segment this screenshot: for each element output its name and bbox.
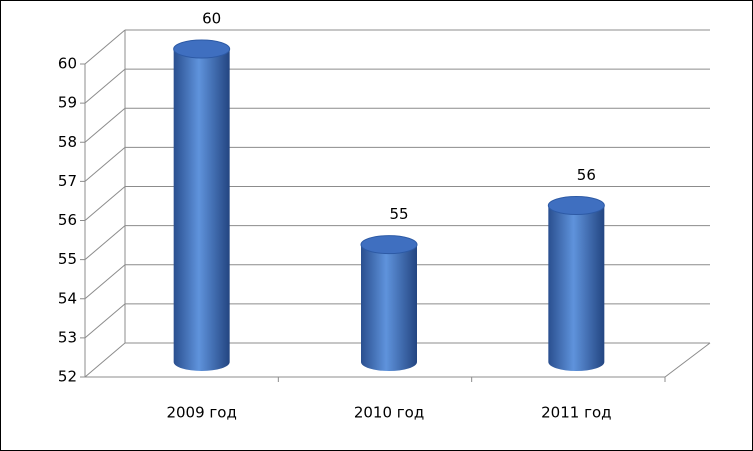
y-tick-label: 60 xyxy=(58,55,77,73)
bar xyxy=(547,196,605,371)
bar-body xyxy=(548,205,605,371)
data-label: 56 xyxy=(577,166,596,184)
bar-body xyxy=(361,244,417,371)
data-label: 60 xyxy=(202,10,221,28)
y-tick-label: 57 xyxy=(58,172,77,190)
grid-line-side xyxy=(84,107,126,143)
grid-line-side xyxy=(84,225,126,261)
grid-line-side xyxy=(84,303,126,339)
x-tick-label: 2011 год xyxy=(541,404,611,422)
x-tick-label: 2009 год xyxy=(166,404,236,422)
y-tick-label: 54 xyxy=(58,289,77,307)
bar xyxy=(173,39,231,371)
y-tick-label: 53 xyxy=(58,328,77,346)
y-tick-label: 56 xyxy=(58,211,77,229)
y-tick-label: 58 xyxy=(58,133,77,151)
bar-top xyxy=(173,39,231,59)
grid-line-side xyxy=(84,342,126,378)
y-tick-label: 59 xyxy=(58,94,77,112)
grid-line-side xyxy=(84,264,126,300)
bar xyxy=(360,235,418,371)
grid-line-side xyxy=(84,68,126,104)
y-tick-label: 52 xyxy=(58,368,77,386)
grid-line-side xyxy=(84,146,126,182)
bar-body xyxy=(173,49,230,371)
grid-line-side xyxy=(84,29,126,65)
y-tick-label: 55 xyxy=(58,250,77,268)
data-label: 55 xyxy=(389,205,408,223)
bar-top xyxy=(547,196,605,215)
grid-line-side xyxy=(84,186,126,221)
x-tick-label: 2010 год xyxy=(354,404,424,422)
bar-top xyxy=(360,235,418,255)
